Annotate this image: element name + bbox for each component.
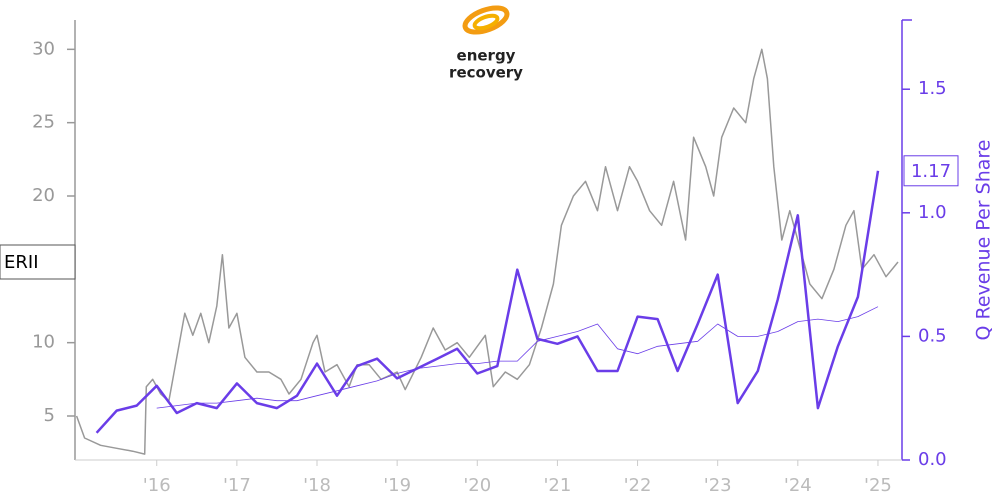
x-tick-label: '16	[143, 475, 171, 496]
revenue-marker-box	[903, 155, 959, 187]
y2-axis-label: Q Revenue Per Share	[973, 140, 995, 341]
x-tick-label: '21	[543, 475, 571, 496]
revenue-marker-label: 1.17	[911, 161, 951, 182]
logo-swirl	[472, 13, 500, 31]
price-marker-label: ERII	[4, 252, 39, 273]
logo-text: energy	[457, 47, 516, 65]
x-tick-label: '19	[383, 475, 411, 496]
series-line	[95, 170, 880, 434]
y-tick-label: 25	[32, 112, 55, 133]
logo-text: recovery	[449, 64, 523, 82]
y-tick-label: 10	[32, 332, 55, 353]
x-tick-label: '20	[463, 475, 491, 496]
y-tick-label: 20	[32, 185, 55, 206]
x-tick-label: '18	[303, 475, 331, 496]
y2-tick-label: 0.0	[918, 449, 947, 470]
y2-tick-label: 0.5	[918, 325, 947, 346]
price-marker-box	[0, 244, 76, 280]
series-line	[156, 306, 879, 409]
series-line	[75, 48, 899, 455]
y2-tick-label: 1.0	[918, 202, 947, 223]
x-tick-label: '25	[864, 475, 892, 496]
y2-tick-label: 1.5	[918, 78, 947, 99]
y-tick-label: 30	[32, 38, 55, 59]
logo: energy recovery	[449, 5, 523, 82]
x-tick-label: '22	[624, 475, 652, 496]
y-tick-label: 5	[44, 405, 55, 426]
x-tick-label: '23	[704, 475, 732, 496]
x-tick-label: '24	[784, 475, 812, 496]
logo-swirl	[462, 5, 510, 35]
x-tick-label: '17	[223, 475, 251, 496]
